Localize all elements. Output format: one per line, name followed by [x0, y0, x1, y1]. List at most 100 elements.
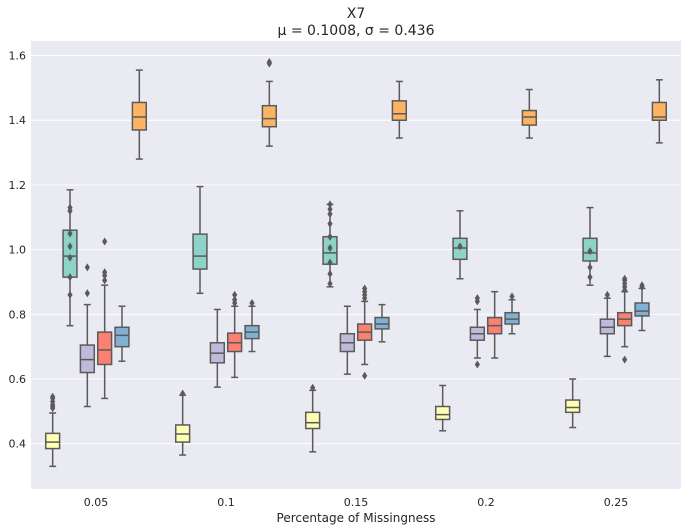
outlier-point	[327, 205, 333, 214]
box-series-1-0.15	[304, 383, 321, 453]
box-series-1-0.05	[44, 392, 61, 468]
y-tick-labels: 0.4 0.6 0.8 1.0 1.2 1.4 1.6	[9, 50, 27, 451]
box-body	[564, 399, 581, 414]
box-series-6-0.15	[391, 80, 408, 139]
plot-area	[31, 41, 681, 489]
y-tick-label: 1.0	[9, 244, 27, 257]
outlier-point	[232, 290, 238, 299]
box-body	[504, 311, 520, 325]
outlier-point	[327, 279, 333, 288]
outlier-point	[457, 242, 463, 251]
outlier-point	[327, 200, 333, 209]
outlier-point	[180, 389, 186, 398]
box-series-2-0.05	[62, 189, 78, 327]
box-series-4-0.05	[96, 237, 113, 400]
x-tick-label: 0.1	[217, 496, 235, 509]
outlier-point	[67, 273, 73, 282]
outlier-point	[84, 263, 90, 272]
outlier-point	[67, 242, 73, 251]
outlier-point	[327, 219, 333, 228]
box-body	[79, 344, 96, 374]
box-body	[44, 432, 61, 450]
x-tick-label: 0.2	[477, 496, 495, 509]
outlier-point	[84, 289, 90, 298]
box-series-1-0.2	[434, 384, 451, 432]
y-tick-label: 0.6	[9, 373, 27, 386]
box-series-5-0.1	[244, 299, 260, 353]
outlier-point	[327, 258, 333, 267]
outlier-point	[362, 371, 368, 380]
box-series-6-0.05	[131, 69, 148, 160]
box-series-4-0.1	[226, 290, 243, 379]
box-series-3-0.1	[209, 308, 226, 388]
box-body	[391, 100, 408, 121]
outlier-point	[327, 210, 333, 219]
outlier-point	[587, 247, 593, 256]
box-body	[131, 101, 148, 131]
y-tick-label: 1.2	[9, 179, 27, 192]
outlier-point	[622, 274, 628, 283]
box-series-2-0.25	[582, 206, 598, 286]
x-tick-labels: 0.05 0.1 0.15 0.2 0.25	[84, 496, 629, 509]
box-series-3-0.2	[469, 294, 486, 369]
x-tick-label: 0.25	[604, 496, 629, 509]
chart-title: X7	[347, 6, 366, 22]
outlier-point	[639, 281, 645, 290]
y-tick-label: 1.4	[9, 114, 27, 127]
box-body	[304, 411, 321, 430]
outlier-point	[102, 276, 108, 285]
box-series-2-0.15	[322, 200, 338, 288]
box-series-6-0.1	[261, 58, 278, 147]
box-series-3-0.15	[339, 305, 356, 375]
box-series-5-0.25	[634, 281, 650, 332]
outlier-point	[249, 299, 255, 308]
outlier-point	[474, 294, 480, 303]
outlier-point	[604, 290, 610, 299]
box-body	[599, 318, 616, 335]
chart-subtitle: μ = 0.1008, σ = 0.436	[277, 23, 434, 39]
outlier-point	[474, 360, 480, 369]
y-tick-label: 0.4	[9, 438, 27, 451]
outlier-point	[67, 203, 73, 212]
box-series-1-0.1	[174, 389, 191, 456]
box-body	[192, 233, 208, 270]
outlier-point	[102, 237, 108, 246]
box-series-2-0.2	[452, 210, 468, 280]
x-axis-label: Percentage of Missingness	[277, 511, 436, 525]
box-body	[434, 405, 451, 421]
box-series-5-0.05	[114, 305, 130, 362]
y-tick-label: 1.6	[9, 50, 27, 63]
outlier-point	[327, 244, 333, 253]
outlier-point	[622, 355, 628, 364]
box-body	[651, 101, 668, 121]
box-series-4-0.2	[486, 290, 503, 359]
box-body	[114, 326, 130, 348]
outlier-point	[362, 284, 368, 293]
outlier-point	[67, 290, 73, 299]
outlier-point	[310, 383, 316, 392]
outlier-point	[587, 273, 593, 282]
outlier-point	[67, 229, 73, 238]
box-series-6-0.25	[651, 79, 668, 144]
box-series-6-0.2	[521, 88, 538, 139]
box-body	[634, 302, 650, 317]
outlier-point	[232, 295, 238, 304]
x-tick-label: 0.05	[84, 496, 109, 509]
outlier-point	[509, 292, 515, 301]
y-tick-label: 0.8	[9, 308, 27, 321]
outlier-point	[67, 253, 73, 262]
outlier-point	[327, 232, 333, 241]
outlier-point	[327, 269, 333, 278]
box-series-3-0.25	[599, 290, 616, 358]
box-series-4-0.15	[356, 284, 373, 380]
box-series-4-0.25	[616, 274, 633, 364]
box-series-5-0.15	[374, 303, 390, 343]
box-layer	[44, 58, 668, 468]
box-series-5-0.2	[504, 292, 520, 335]
x-tick-label: 0.15	[344, 496, 369, 509]
box-series-1-0.25	[564, 378, 581, 429]
box-body	[96, 331, 113, 366]
outlier-point	[102, 268, 108, 277]
